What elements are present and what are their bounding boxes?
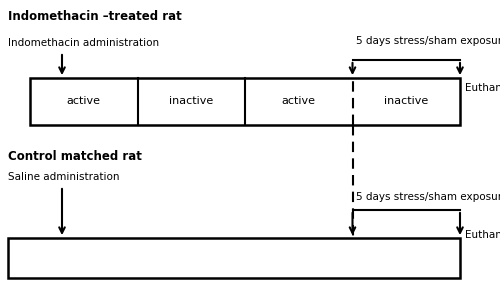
Text: active: active bbox=[282, 97, 316, 107]
Text: inactive: inactive bbox=[384, 97, 428, 107]
Text: Euthanasia: Euthanasia bbox=[465, 83, 500, 93]
Text: inactive: inactive bbox=[169, 97, 214, 107]
Text: 5 days stress/sham exposure: 5 days stress/sham exposure bbox=[356, 36, 500, 46]
Text: Indomethacin administration: Indomethacin administration bbox=[8, 38, 159, 48]
Text: active: active bbox=[67, 97, 101, 107]
Text: Control matched rat: Control matched rat bbox=[8, 150, 142, 163]
Text: Euthanasia: Euthanasia bbox=[465, 230, 500, 240]
Text: Indomethacin –treated rat: Indomethacin –treated rat bbox=[8, 10, 182, 23]
Text: 5 days stress/sham exposure: 5 days stress/sham exposure bbox=[356, 192, 500, 202]
Bar bbox=[30, 78, 460, 125]
Bar bbox=[8, 238, 460, 278]
Text: Saline administration: Saline administration bbox=[8, 172, 119, 182]
